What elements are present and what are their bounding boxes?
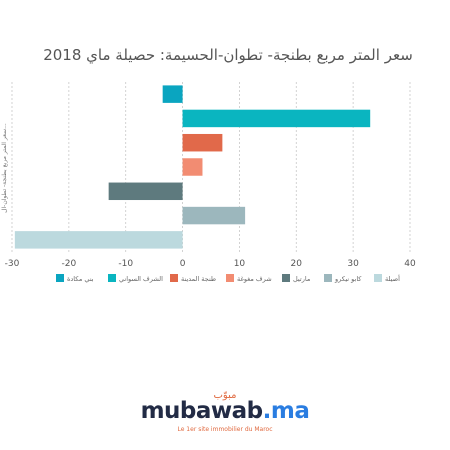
legend-swatch: [282, 274, 290, 282]
legend-swatch: [56, 274, 64, 282]
y-axis-label: سعر المتر مربع بطنجة- تطوان-ال...: [1, 123, 8, 213]
x-tick-label: -30: [5, 259, 20, 269]
logo-name: mubawab: [140, 398, 264, 424]
chart-title: سعر المتر مربع بطنجة- تطوان-الحسيمة: حصي…: [43, 46, 413, 65]
x-tick-label: 20: [291, 259, 303, 269]
bar: [108, 182, 183, 201]
legend-swatch: [170, 274, 178, 282]
legend-item: كابو نيكرو: [334, 275, 362, 283]
x-axis-ticks: -30 -20 -10 0 10 20 30 40: [5, 259, 416, 269]
x-tick-label: -10: [118, 259, 133, 269]
x-tick-label: -20: [62, 259, 77, 269]
bars: [14, 85, 371, 249]
logo-arabic: مبوّب: [213, 390, 237, 401]
grid-lines: [11, 82, 411, 252]
legend-item: مارتيل: [293, 275, 310, 283]
legend-item: طنجة المدينة: [181, 275, 216, 283]
bar: [162, 85, 183, 103]
bar: [182, 206, 246, 225]
x-tick-label: 30: [347, 259, 359, 269]
bar: [182, 158, 203, 176]
logo-ext: .ma: [262, 398, 310, 424]
legend-swatch: [324, 274, 332, 282]
mubawab-logo: mubawab.ma: [0, 398, 450, 424]
legend-item: أصيلة: [385, 274, 400, 283]
x-tick-label: 0: [180, 259, 186, 269]
legend-item: شرف مغوغة: [237, 275, 272, 283]
bar: [14, 231, 183, 249]
legend-swatch: [226, 274, 234, 282]
bar-chart: سعر المتر مربع بطنجة- تطوان-الحسيمة: حصي…: [1, 46, 416, 283]
legend-item: بني مكادة: [67, 275, 94, 283]
x-tick-label: 40: [404, 259, 416, 269]
legend-swatch: [374, 274, 382, 282]
legend-item: الشرف السواني: [119, 275, 163, 283]
logo-tagline: Le 1er site immobilier du Maroc: [177, 426, 273, 433]
legend-swatch: [108, 274, 116, 282]
bar: [182, 133, 223, 152]
x-tick-label: 10: [234, 259, 246, 269]
bar: [182, 109, 371, 128]
legend: بني مكادة الشرف السواني طنجة المدينة شرف مغ…: [56, 274, 400, 283]
